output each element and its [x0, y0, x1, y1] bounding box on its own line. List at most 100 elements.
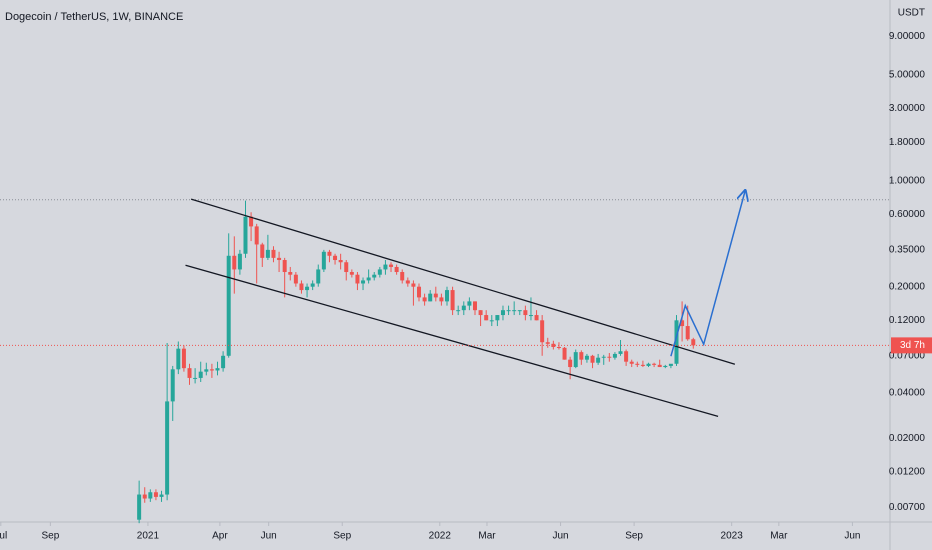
- x-tick-label: Apr: [212, 531, 228, 542]
- candle-body: [148, 492, 153, 499]
- candle-body: [237, 253, 242, 270]
- candle-body: [556, 347, 561, 349]
- candle-body: [260, 244, 265, 258]
- candle-body: [366, 277, 371, 281]
- candle-body: [691, 339, 696, 346]
- candle-body: [383, 264, 388, 270]
- candle-body: [450, 290, 455, 311]
- candle-body: [187, 368, 192, 378]
- candle-body: [232, 255, 237, 270]
- candle-body: [629, 361, 634, 364]
- candle-body: [338, 260, 343, 263]
- y-tick-label: 9.00000: [889, 31, 926, 42]
- trend-line: [185, 264, 719, 417]
- candle-body: [170, 369, 175, 402]
- candle-body: [624, 351, 629, 362]
- candle-body: [293, 274, 298, 284]
- candle-body: [372, 274, 377, 278]
- x-tick-label: Sep: [625, 531, 643, 542]
- candle-body: [159, 494, 164, 497]
- candle-body: [551, 343, 556, 348]
- y-tick-label: 1.80000: [889, 137, 926, 148]
- candle-body: [377, 269, 382, 275]
- y-tick-label: 0.35000: [889, 245, 926, 256]
- candle-body: [333, 255, 338, 261]
- x-tick-label: Jul: [0, 531, 7, 542]
- x-tick-label: Mar: [478, 531, 496, 542]
- candle-body: [349, 272, 354, 275]
- candle-body: [400, 272, 405, 281]
- x-tick-label: Jun: [261, 531, 277, 542]
- x-tick-label: 2023: [721, 531, 744, 542]
- y-tick-label: 3.00000: [889, 103, 926, 114]
- candle-body: [601, 356, 606, 358]
- last-price-tag: [891, 337, 932, 354]
- candle-body: [299, 283, 304, 291]
- candle-body: [461, 305, 466, 311]
- candle-body: [444, 290, 449, 302]
- candle-body: [646, 363, 651, 366]
- candle-body: [142, 494, 147, 499]
- candle-body: [590, 355, 595, 363]
- candle-body: [215, 368, 220, 371]
- candle-body: [226, 255, 231, 356]
- y-tick-label: 5.00000: [889, 70, 926, 81]
- candle-body: [545, 342, 550, 344]
- y-tick-label: 0.20000: [889, 281, 926, 292]
- candle-body: [500, 310, 505, 316]
- y-tick-label: 0.12000: [889, 315, 926, 326]
- unit-label: USDT: [898, 8, 925, 19]
- candle-body: [618, 351, 623, 354]
- candle-body: [612, 353, 617, 358]
- candle-body: [389, 264, 394, 267]
- candle-body: [417, 286, 422, 298]
- candle-body: [344, 262, 349, 273]
- candle-body: [176, 348, 181, 370]
- projection-path: [670, 190, 745, 357]
- candle-body: [668, 363, 673, 366]
- candle-body: [321, 251, 326, 270]
- candle-body: [484, 315, 489, 321]
- candle-body: [355, 274, 360, 284]
- x-tick-label: Jun: [844, 531, 860, 542]
- candle-body: [467, 301, 472, 306]
- trend-line: [190, 198, 736, 365]
- candle-body: [528, 315, 533, 317]
- candle-body: [680, 320, 685, 327]
- candle-body: [540, 320, 545, 343]
- candle-body: [433, 293, 438, 298]
- countdown-label: 3d 7h: [900, 340, 925, 351]
- candle-body: [635, 363, 640, 365]
- candle-body: [495, 315, 500, 321]
- candle-body: [512, 310, 517, 312]
- candle-body: [209, 369, 214, 371]
- candle-body: [573, 352, 578, 368]
- y-tick-label: 0.04000: [889, 387, 926, 398]
- x-tick-label: Mar: [770, 531, 788, 542]
- candle-body: [472, 301, 477, 311]
- candle-body: [394, 266, 399, 273]
- candle-body: [596, 357, 601, 363]
- candle-body: [534, 315, 539, 321]
- y-tick-label: 0.07000: [889, 350, 926, 361]
- candle-body: [288, 272, 293, 275]
- candle-body: [478, 310, 483, 316]
- candle-body: [254, 226, 259, 245]
- candle-body: [405, 280, 410, 284]
- candle-body: [562, 347, 567, 360]
- y-tick-label: 0.00700: [889, 502, 926, 513]
- candle-body: [657, 364, 662, 368]
- candle-body: [411, 283, 416, 287]
- candle-body: [506, 310, 511, 312]
- candle-body: [439, 297, 444, 302]
- x-tick-label: Sep: [41, 531, 59, 542]
- y-tick-label: 0.60000: [889, 209, 926, 220]
- y-tick-label: 1.00000: [889, 175, 926, 186]
- candle-body: [265, 249, 270, 258]
- candle-body: [204, 369, 209, 372]
- candle-body: [456, 310, 461, 312]
- candle-body: [165, 401, 170, 495]
- candle-body: [221, 355, 226, 369]
- candle-body: [517, 310, 522, 312]
